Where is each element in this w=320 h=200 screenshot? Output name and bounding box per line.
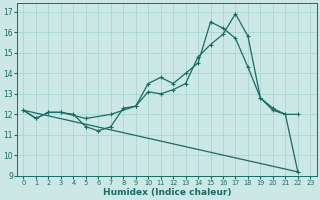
X-axis label: Humidex (Indice chaleur): Humidex (Indice chaleur) [103,188,231,197]
